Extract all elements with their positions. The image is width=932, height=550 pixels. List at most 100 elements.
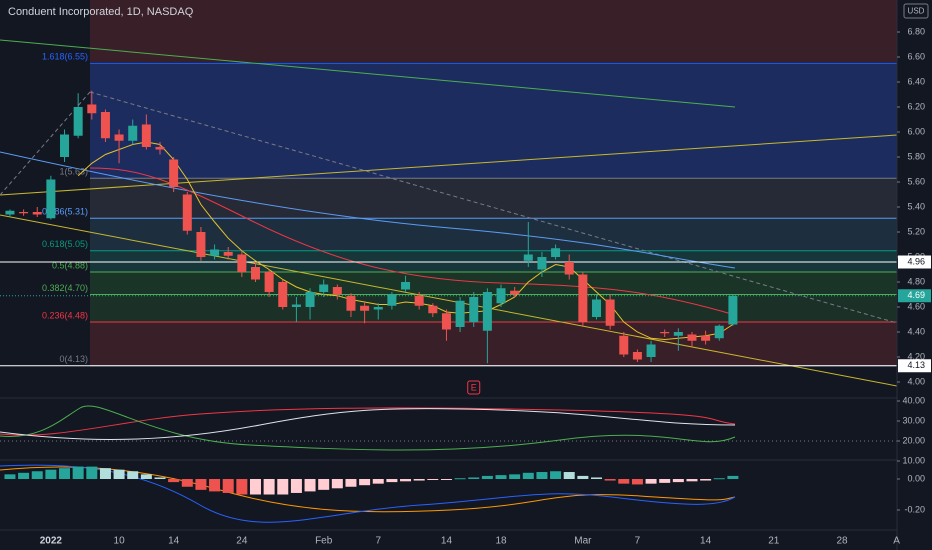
y-tick-label: 6.40 — [907, 76, 925, 86]
fib-label: 0.236(4.48) — [42, 310, 88, 320]
candle-body — [223, 252, 233, 256]
fib-band — [90, 250, 897, 272]
y-tick-label: 4.80 — [907, 276, 925, 286]
macd-bar — [481, 475, 493, 480]
macd-bar — [495, 475, 507, 480]
fib-label: 0.5(4.88) — [52, 260, 88, 270]
macd-bar — [659, 479, 671, 483]
macd-bar — [127, 471, 139, 480]
macd-bar — [686, 479, 698, 482]
price-tag-label: 4.13 — [907, 360, 925, 370]
macd-bar — [31, 471, 43, 480]
candle-body — [551, 248, 561, 257]
fib-label: 1(5.63) — [59, 167, 88, 177]
macd-bar — [672, 479, 684, 483]
candle-body — [401, 282, 411, 290]
fib-band — [90, 178, 897, 219]
y-tick-label: 4.20 — [907, 351, 925, 361]
macd-bar — [331, 479, 343, 489]
candle-body — [414, 295, 424, 306]
macd-bar — [18, 472, 30, 480]
currency-box — [903, 3, 929, 19]
candle-body — [210, 249, 220, 256]
fib-label: 0.786(5.31) — [42, 207, 88, 217]
trend-line — [0, 39, 736, 108]
candle-body — [660, 332, 670, 334]
x-tick-label: 18 — [495, 536, 507, 547]
macd-bar — [195, 479, 207, 490]
candle-body — [32, 212, 42, 215]
macd-bar — [522, 472, 534, 480]
y-tick-label: 5.80 — [907, 151, 925, 161]
macd-bar — [727, 475, 739, 480]
x-tick-label: A — [893, 536, 900, 547]
macd-bar — [236, 479, 248, 495]
candle-body — [632, 352, 642, 360]
y-tick-label: 10.00 — [902, 455, 925, 465]
candle-body — [619, 335, 629, 355]
y-tick-label: 40.00 — [902, 395, 925, 405]
macd-bar — [140, 474, 152, 480]
candle-body — [196, 232, 206, 257]
candle-body — [87, 104, 97, 114]
macd-bar — [604, 479, 616, 481]
candle-body — [19, 212, 29, 214]
moving-average — [89, 167, 736, 316]
candle-body — [673, 332, 683, 336]
candle-body — [114, 134, 124, 141]
candle-body — [182, 194, 192, 231]
macd-bar — [222, 479, 234, 493]
macd-bar — [345, 479, 357, 487]
candle-body — [278, 282, 288, 307]
fib-label: 0(4.13) — [59, 354, 88, 364]
y-tick-label: 6.80 — [907, 26, 925, 36]
moving-average — [0, 151, 736, 269]
candle-body — [100, 112, 110, 139]
candle-body — [169, 159, 179, 187]
macd-bar — [72, 466, 84, 480]
candle-body — [428, 305, 438, 314]
x-tick-label: 7 — [375, 536, 381, 547]
price-tag — [898, 359, 931, 373]
x-tick-label: 10 — [114, 536, 126, 547]
candle-body — [141, 124, 151, 147]
macd-bar — [59, 468, 71, 480]
y-tick-label: 5.60 — [907, 176, 925, 186]
earnings-marker — [467, 380, 481, 395]
macd-bar — [468, 477, 480, 480]
candle-body — [319, 284, 329, 292]
macd-bar — [577, 475, 589, 480]
y-tick-label: 6.20 — [907, 101, 925, 111]
fib-extension — [90, 0, 897, 62]
macd-bar — [304, 479, 316, 492]
candle-body — [264, 272, 274, 292]
y-tick-label: 4.40 — [907, 326, 925, 336]
candle-body — [237, 254, 247, 272]
candle-body — [646, 344, 656, 357]
candle-body — [701, 335, 711, 341]
macd-bar — [99, 468, 111, 480]
y-tick-label: 4.00 — [907, 376, 925, 386]
macd-bar — [400, 479, 412, 482]
x-tick-label: 24 — [236, 536, 248, 547]
candle-body — [455, 300, 465, 327]
macd-bar — [318, 479, 330, 490]
macd-bar — [113, 469, 125, 480]
candle-body — [591, 299, 601, 317]
macd-line — [0, 466, 736, 513]
macd-bar — [45, 469, 57, 480]
y-tick-label: -0.20 — [904, 504, 925, 514]
earnings-label: E — [471, 382, 477, 392]
price-tag — [898, 255, 931, 269]
candle-body — [250, 267, 260, 280]
candle-body — [128, 125, 138, 141]
macd-bar — [154, 477, 166, 480]
macd-bar — [4, 474, 16, 480]
x-tick-label: 21 — [768, 536, 780, 547]
candle-body — [728, 295, 738, 325]
macd-bar — [290, 479, 302, 493]
macd-bar — [427, 479, 439, 481]
macd-bar — [618, 479, 630, 484]
x-tick-label: 7 — [635, 536, 641, 547]
candle-body — [332, 287, 342, 295]
